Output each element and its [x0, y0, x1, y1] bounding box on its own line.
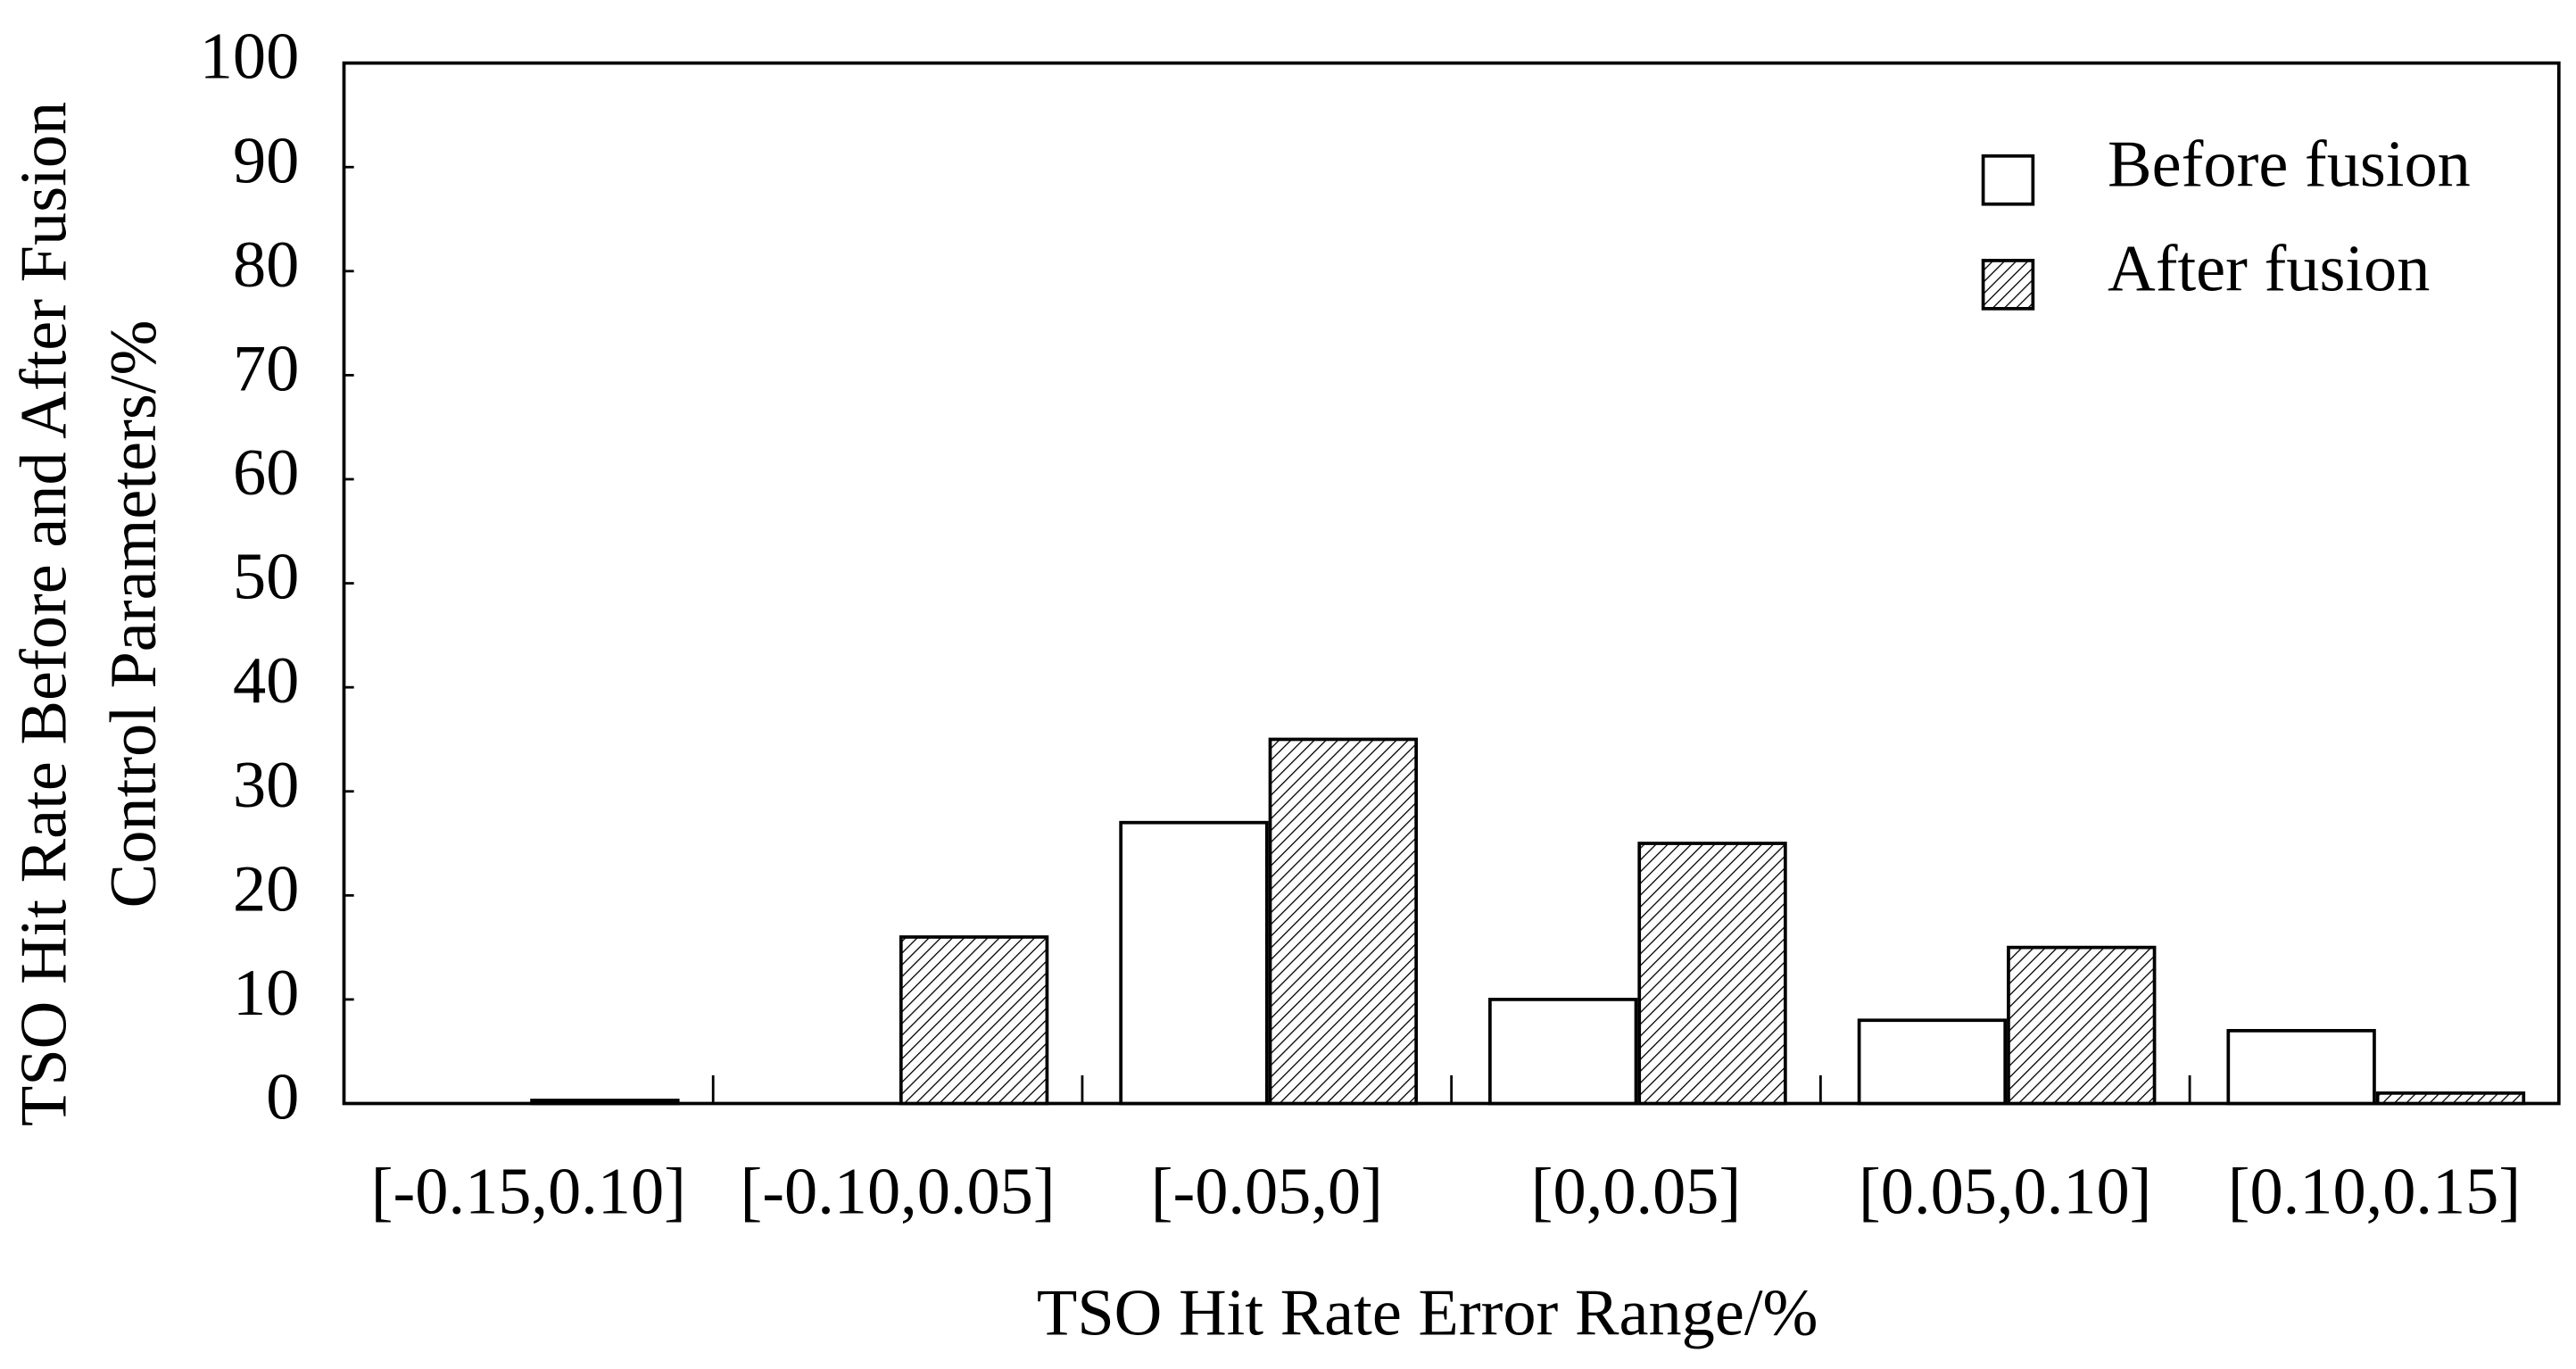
legend-label: After fusion — [2108, 233, 2430, 306]
legend-label: Before fusion — [2108, 129, 2471, 202]
x-tick-label: [0,0.05] — [1531, 1156, 1741, 1229]
y-tick-label: 20 — [233, 852, 299, 925]
x-tick-label: [-0.05,0] — [1151, 1156, 1383, 1229]
y-tick-label: 60 — [233, 436, 299, 510]
bar — [2226, 1029, 2376, 1106]
x-tick-label: [0.10,0.15] — [2228, 1156, 2521, 1229]
bar — [530, 1099, 680, 1106]
y-tick-label: 50 — [233, 541, 299, 614]
y-axis-label: TSO Hit Rate Before and After Fusion — [7, 102, 80, 1126]
x-tick-label: [0.05,0.10] — [1859, 1156, 2151, 1229]
bar — [2007, 945, 2157, 1106]
y-tick-label: 0 — [266, 1061, 299, 1134]
bar — [1119, 820, 1269, 1106]
y-axis-label: Control Parameters/% — [97, 320, 170, 909]
legend-swatch — [1981, 259, 2035, 311]
y-tick-label: 30 — [233, 749, 299, 822]
x-axis-label: TSO Hit Rate Error Range/% — [1037, 1276, 1818, 1349]
y-tick-label: 90 — [233, 124, 299, 197]
legend-swatch — [1981, 153, 2035, 206]
bar — [2375, 1091, 2526, 1106]
y-tick-label: 10 — [233, 957, 299, 1030]
bar — [1637, 842, 1787, 1106]
x-tick-label: [-0.10,0.05] — [741, 1156, 1056, 1229]
y-tick-label: 100 — [200, 21, 300, 94]
y-tick-label: 70 — [233, 332, 299, 405]
bar — [1488, 998, 1638, 1106]
y-tick-label: 80 — [233, 228, 299, 302]
y-tick-label: 40 — [233, 644, 299, 718]
plot-frame — [342, 61, 2561, 1106]
bar — [1857, 1018, 2008, 1106]
bar — [1268, 737, 1418, 1106]
bar — [899, 935, 1049, 1106]
x-tick-label: [-0.15,0.10] — [371, 1156, 686, 1229]
